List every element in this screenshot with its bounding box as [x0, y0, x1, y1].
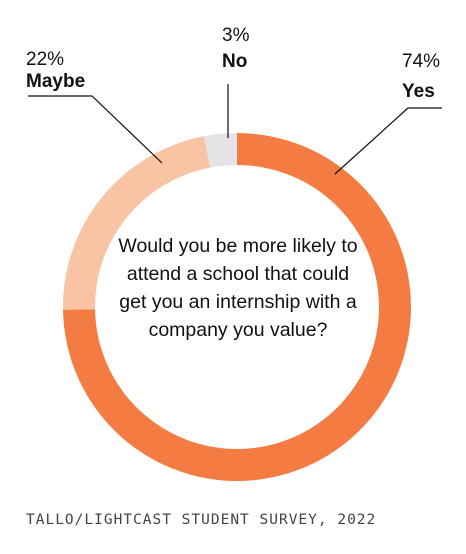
slice-label-no: No [222, 51, 248, 72]
center-question: Would you be more likely to attend a sch… [118, 235, 358, 341]
slice-label-yes: Yes [402, 81, 435, 102]
slice-label-maybe: Maybe [26, 71, 86, 92]
leader-line-maybe [28, 95, 163, 164]
slice-value-maybe: 22% [26, 49, 65, 70]
source-note: TALLO/LIGHTCAST STUDENT SURVEY, 2022 [26, 512, 377, 528]
slice-maybe [62, 136, 211, 310]
leader-line-yes [334, 107, 442, 175]
donut-chart [28, 84, 442, 481]
slice-value-yes: 74% [402, 51, 441, 72]
slice-no [204, 133, 237, 168]
slice-value-no: 3% [222, 25, 250, 46]
